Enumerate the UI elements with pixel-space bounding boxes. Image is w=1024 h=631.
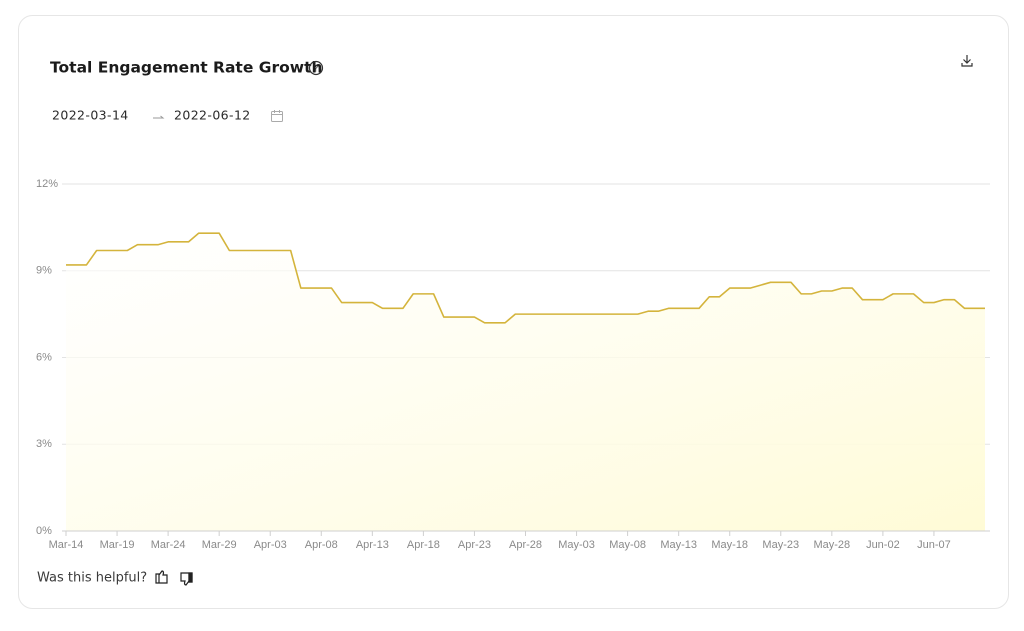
y-tick-label: 9% xyxy=(36,265,52,277)
x-tick-label: Mar-14 xyxy=(49,539,84,551)
x-tick-label: Apr-18 xyxy=(407,539,440,551)
end-date[interactable]: 2022-06-12 xyxy=(174,108,251,123)
x-tick-label: Jun-02 xyxy=(866,539,900,551)
download-icon[interactable] xyxy=(961,55,973,67)
x-tick-label: May-23 xyxy=(762,539,799,551)
y-tick-label: 3% xyxy=(36,438,52,450)
x-tick-label: May-18 xyxy=(711,539,748,551)
thumbs-up[interactable] xyxy=(155,570,168,584)
feedback-prompt: Was this helpful? xyxy=(37,571,147,586)
thumbs-down[interactable] xyxy=(180,572,193,586)
start-date[interactable]: 2022-03-14 xyxy=(52,108,129,123)
y-tick-label: 12% xyxy=(36,178,58,190)
y-tick-label: 6% xyxy=(36,351,52,363)
x-tick-label: Mar-24 xyxy=(151,539,186,551)
x-tick-label: Jun-07 xyxy=(917,539,951,551)
x-tick-label: Apr-03 xyxy=(254,539,287,551)
x-tick-label: Mar-19 xyxy=(100,539,135,551)
x-tick-label: Apr-08 xyxy=(305,539,338,551)
svg-text:?: ? xyxy=(314,65,319,75)
chart-title: Total Engagement Rate Growth xyxy=(50,59,323,77)
x-tick-label: May-08 xyxy=(609,539,646,551)
area xyxy=(66,233,985,532)
y-tick-label: 0% xyxy=(36,525,52,537)
x-tick-label: May-03 xyxy=(558,539,595,551)
x-tick-label: May-13 xyxy=(660,539,697,551)
plot: 0% 3% 6% 9% 12% Mar-14 Mar-19 Mar-24 Mar-29 Apr-0… xyxy=(36,178,990,551)
calendar-icon[interactable] xyxy=(271,110,283,122)
range-arrow xyxy=(153,115,165,119)
help-icon[interactable]: ? xyxy=(308,60,324,76)
x-tick-label: Apr-23 xyxy=(458,539,491,551)
line xyxy=(66,232,985,324)
x-tick-label: Mar-29 xyxy=(202,539,237,551)
x-tick-label: Apr-28 xyxy=(509,539,542,551)
x-tick-label: May-28 xyxy=(813,539,850,551)
x-tick-label: Apr-13 xyxy=(356,539,389,551)
